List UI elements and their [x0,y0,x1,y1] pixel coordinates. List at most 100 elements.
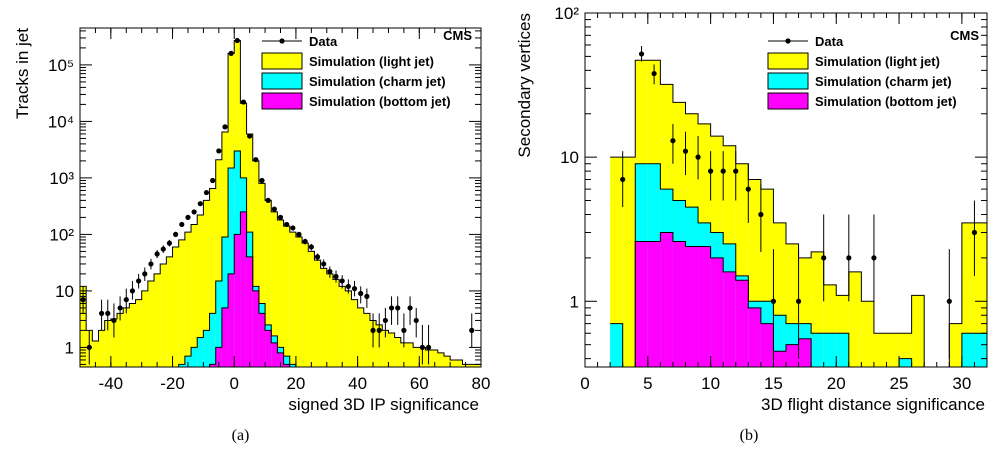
x-axis-label: signed 3D IP significance [288,395,479,414]
histogram-bar [899,358,912,367]
data-point [358,290,364,297]
data-point [345,283,351,290]
histogram-bar [184,232,192,367]
data-point [259,177,265,184]
data-point [216,148,222,154]
histogram-bar [406,342,414,367]
data-point [376,327,382,333]
histogram-bar [382,330,389,367]
histogram-bar [203,330,210,367]
histogram-bar [345,290,352,367]
histogram-bar [215,159,222,367]
data-point [846,255,852,261]
data-point [413,317,419,324]
histogram-outline [610,59,987,367]
x-tick-label: 15 [764,374,783,393]
data-point [265,197,271,203]
histogram-bar [129,303,136,367]
histogram-bar [240,211,247,367]
data-point [670,138,676,144]
figure-caption: (b) [740,427,759,444]
data-point [871,255,877,261]
data-point [277,214,284,220]
legend-label: Simulation (light jet) [815,54,940,69]
histogram-bar [191,347,198,367]
data-point [247,133,253,139]
histogram-bar [339,286,346,367]
series-data [620,46,978,359]
histogram-bar [277,352,284,367]
x-tick-label: 0 [229,374,238,393]
chart-panel-b: 0 5 10 15 20 25 30 1 10 10² 3D flight distance sig… [515,4,988,444]
chart-panel-a: -40 -20 0 20 40 60 80 1 10 10² 10³ 10⁴ 10⁵ signed 3D … [13,27,491,444]
legend-swatch [261,72,303,90]
histogram-bar [283,364,290,367]
data-point [308,244,314,250]
data-point [228,50,234,56]
data-point [271,206,277,212]
histogram-bar [160,263,167,367]
histogram-bar [172,246,179,367]
histogram-bar [437,352,444,367]
histogram-bar [98,330,105,367]
histogram-bar [141,290,148,367]
histogram-bar [635,241,648,367]
data-point [821,255,827,261]
legend-label: Data [815,34,844,49]
histogram-bar [228,273,235,367]
histogram-bar [786,344,799,367]
data-point [240,99,247,105]
data-point [98,310,105,316]
data-point [382,317,388,324]
y-axis: 1 10 10² [554,4,987,360]
histogram-bar [823,333,837,367]
data-point [136,278,142,284]
histogram-bar [450,359,457,367]
histogram-bar [647,241,661,367]
data-point [651,70,657,77]
x-axis-label: 3D flight distance significance [761,395,985,414]
data-point [407,305,413,311]
histogram-bar [123,307,130,367]
data-point [197,201,203,207]
data-point [364,293,370,299]
y-tick-label: 10 [55,282,74,301]
data-point [284,221,290,228]
histogram-bar [308,251,315,367]
histogram-bar [320,268,327,367]
histogram-bar [357,307,364,367]
series-simulation-light-jet [80,40,481,367]
y-tick-label: 10 [560,148,579,167]
histogram-bar [265,200,272,367]
histogram-bar [302,243,309,367]
y-tick-label: 10³ [49,169,74,188]
x-tick-label: 80 [472,374,491,393]
data-point [333,273,339,280]
histogram-bar [974,222,987,367]
data-point [129,288,136,294]
legend-marker [279,38,285,44]
histogram-bar [413,347,420,367]
histogram-bar [431,349,438,367]
histogram-bar [760,323,774,367]
data-point [946,298,952,304]
histogram-bar [197,215,204,367]
series-simulation-bottom-jet [610,232,987,367]
data-point [469,327,475,333]
data-point [105,310,111,316]
histogram-bar [974,333,987,367]
histogram-bar [104,320,111,367]
plot-area [80,37,481,367]
data-point [388,305,395,311]
histogram-bar [660,232,673,367]
data-point [720,168,726,174]
data-point [222,124,228,130]
histogram-bar [221,307,229,367]
histogram-bar [456,359,463,367]
data-point [314,254,321,260]
histogram-bar [798,338,812,367]
histogram-bar [178,364,185,367]
data-point [203,189,210,196]
histogram-bar [215,280,222,367]
